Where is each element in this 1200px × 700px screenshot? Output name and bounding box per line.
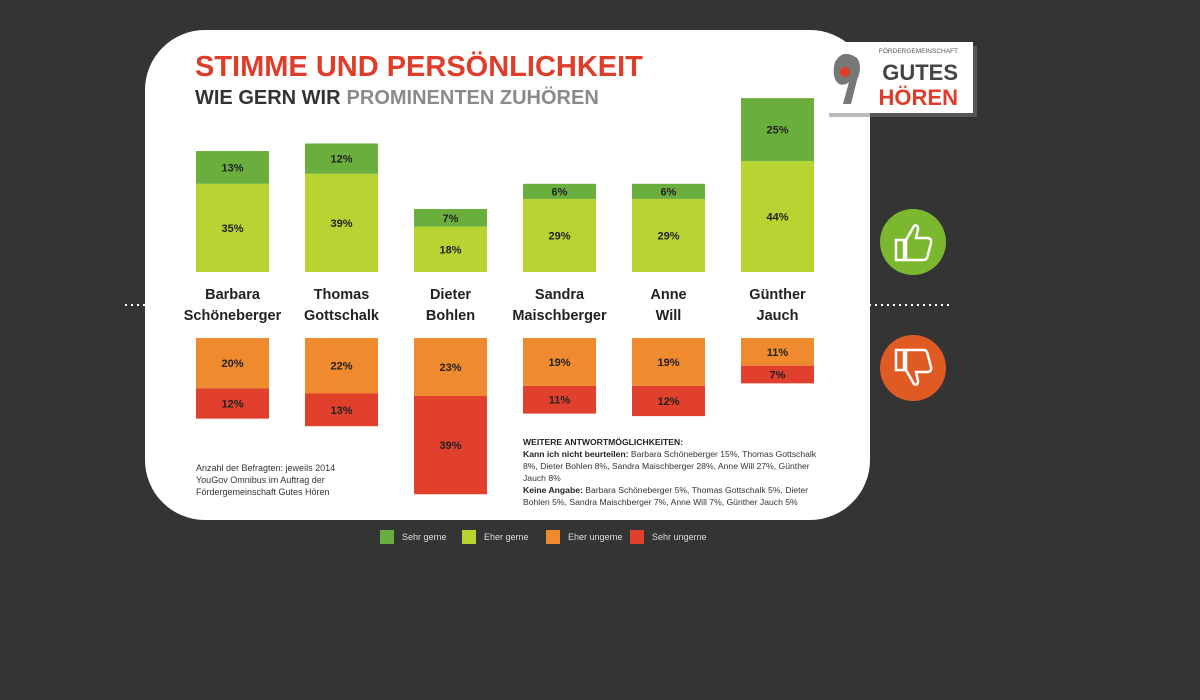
bar-segment [414, 209, 487, 227]
subtitle: WIE GERN WIR [195, 87, 341, 109]
value-label: 18% [439, 244, 461, 256]
value-label: 19% [657, 357, 679, 369]
bar-segment [523, 198, 596, 272]
value-label: 12% [330, 154, 352, 166]
thumb-up-icon [880, 209, 946, 275]
value-label: 35% [221, 223, 243, 235]
thumb-down [894, 348, 933, 386]
category-label: Dieter Bohlen [425, 287, 476, 324]
category-label: Sandra Maischberger [512, 287, 607, 324]
logo-line2: HÖREN [879, 85, 958, 110]
bar-segment [741, 161, 814, 272]
legend-swatch [630, 530, 644, 544]
value-label: 29% [657, 230, 679, 242]
bar-segment [523, 385, 596, 414]
chart-title: STIMME UND PERSÖNLICHKEIT [195, 50, 643, 83]
chart-subtitle: WIE GERN WIR PROMINENTEN ZUHÖREN [195, 86, 599, 109]
legend-label: Eher gerne [484, 532, 529, 542]
bar-segment [523, 183, 596, 199]
bar-segment [523, 338, 596, 386]
value-label: 7% [770, 370, 786, 382]
bar-segment [632, 385, 705, 417]
legend-label: Eher ungerne [568, 532, 623, 542]
bar-segment [414, 226, 487, 272]
category-label: Thomas Gottschalk [304, 287, 379, 324]
value-label: 11% [549, 395, 571, 407]
bar-segment [305, 393, 378, 427]
bar-segment [414, 338, 487, 396]
logo-line1: GUTES [882, 60, 958, 85]
value-label: 12% [221, 399, 243, 411]
notes-text: Barbara Schöneberger 15%, Thomas Gottsch… [523, 449, 817, 483]
value-label: 22% [330, 361, 352, 373]
value-label: 29% [548, 230, 570, 242]
thumb-up [894, 224, 933, 262]
category-label: Barbara Schöneberger [183, 287, 282, 324]
logo-dot [840, 67, 850, 77]
thumb-down-icon [880, 335, 946, 401]
category-label: Anne Will [650, 287, 687, 324]
value-label: 6% [661, 186, 677, 198]
bar-segment [196, 183, 269, 272]
bar-segment [305, 338, 378, 394]
bar-segment [196, 338, 269, 389]
value-label: 11% [767, 347, 789, 359]
legend-label: Sehr ungerne [652, 532, 707, 542]
bar-segment [196, 388, 269, 419]
value-label: 39% [330, 218, 352, 230]
value-label: 13% [221, 162, 243, 174]
bar-segment [414, 395, 487, 495]
bar-segment [632, 198, 705, 272]
legend-label: Sehr gerne [402, 532, 447, 542]
value-label: 25% [766, 125, 788, 137]
value-label: 44% [766, 212, 788, 224]
logo-top: FÖRDERGEMEINSCHAFT [879, 47, 958, 55]
notes: WEITERE ANTWORTMÖGLICHKEITEN: Kann ich n… [523, 436, 833, 508]
logo: FÖRDERGEMEINSCHAFT GUTES HÖREN [825, 42, 977, 117]
bar-segment [741, 338, 814, 366]
bar-segment [196, 151, 269, 184]
legend-swatch [462, 530, 476, 544]
logo-icon [833, 53, 860, 104]
value-label: 39% [439, 440, 461, 452]
bar-segment [741, 365, 814, 384]
bar-segment [305, 173, 378, 272]
notes-heading: WEITERE ANTWORTMÖGLICHKEITEN: [523, 437, 684, 447]
bar-segment [305, 143, 378, 174]
notes-label: Kann ich nicht beurteilen: [523, 449, 629, 459]
source-note: Anzahl der Befragten: jeweils 2014 YouGo… [196, 463, 336, 497]
value-label: 19% [548, 357, 570, 369]
thumb-down-circle [880, 335, 946, 401]
bar-segment [632, 338, 705, 386]
value-label: 12% [657, 396, 679, 408]
value-label: 13% [330, 405, 352, 417]
value-label: 7% [443, 213, 459, 225]
thumb-up-circle [880, 209, 946, 275]
bar-segment [741, 98, 814, 162]
category-label: Günther Jauch [749, 287, 806, 324]
notes-label: Keine Angabe: [523, 485, 583, 495]
legend-swatch [380, 530, 394, 544]
legend-swatch [546, 530, 560, 544]
value-label: 6% [552, 186, 568, 198]
value-label: 20% [221, 358, 243, 370]
subtitle-highlight: PROMINENTEN ZUHÖREN [347, 86, 599, 109]
bar-segment [632, 183, 705, 199]
value-label: 23% [439, 362, 461, 374]
notes-text: Barbara Schöneberger 5%, Thomas Gottscha… [523, 485, 809, 507]
